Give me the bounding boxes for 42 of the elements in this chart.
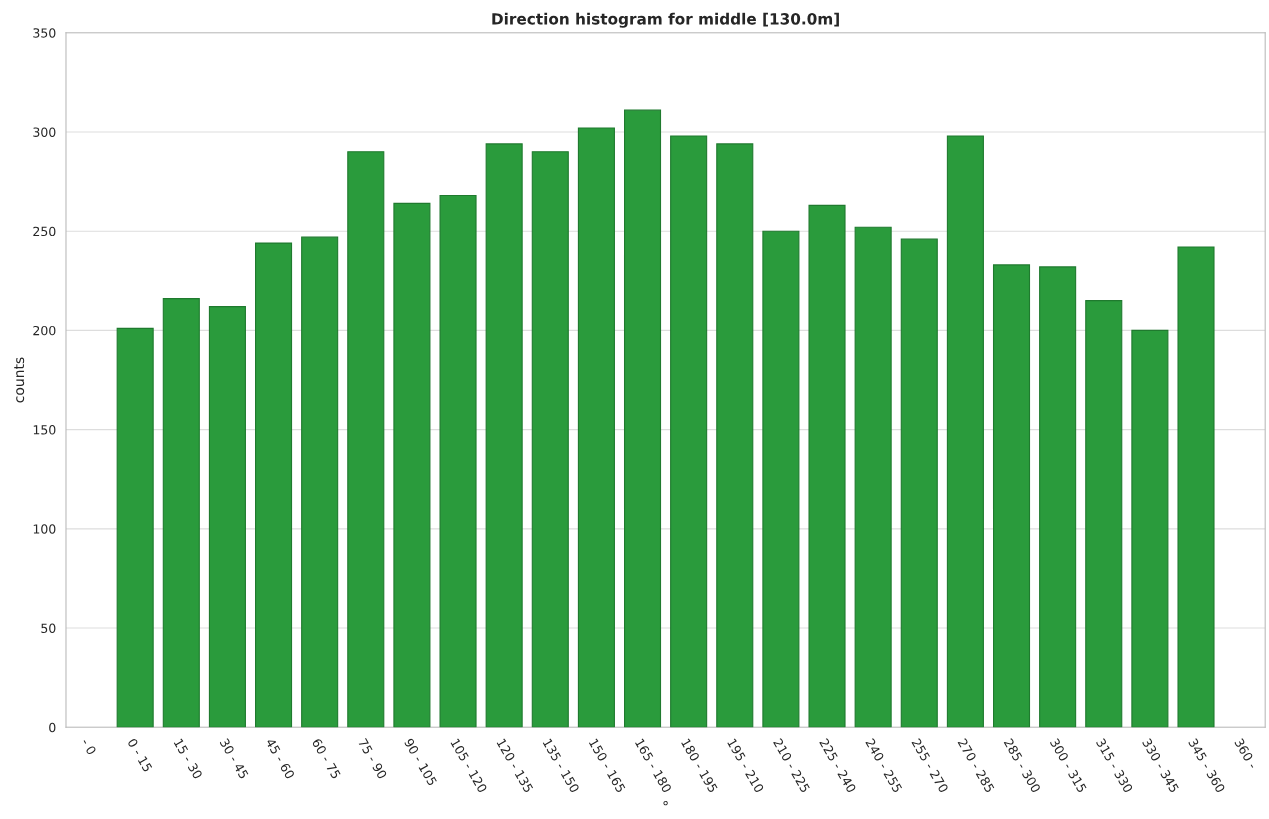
x-tick-label: 60 - 75 [311, 737, 342, 780]
bar [301, 236, 339, 728]
bar [992, 264, 1031, 728]
bar [716, 143, 754, 728]
bar [116, 327, 154, 728]
bar [623, 109, 662, 728]
x-tick-label: 15 - 30 [173, 738, 203, 780]
bar [1177, 246, 1215, 728]
y-tick-label: 300 [33, 127, 56, 137]
bar [347, 151, 385, 728]
bar [808, 204, 846, 728]
y-tick-label: 200 [33, 325, 56, 336]
y-tick-label: 150 [33, 425, 56, 435]
x-tick-label: 0 - 15 [127, 737, 153, 773]
bar [254, 242, 293, 728]
x-axis-title: ° [663, 800, 668, 806]
chart-title: Direction histogram for middle [130.0m] [492, 12, 839, 28]
bar [854, 226, 892, 728]
y-tick-label: 100 [33, 524, 56, 534]
bar [946, 135, 984, 728]
bar [900, 238, 938, 728]
x-tick-label: 45 - 60 [265, 737, 296, 780]
bar [670, 135, 708, 728]
bar [1039, 266, 1077, 728]
y-tick-label: 250 [33, 226, 56, 237]
bar [439, 194, 477, 728]
bar [1131, 329, 1169, 728]
x-tick-label: - 0 [80, 737, 97, 756]
bar [208, 306, 246, 728]
bar [393, 202, 431, 728]
bar [762, 230, 800, 728]
x-tick-label: 75 - 90 [357, 737, 388, 780]
bar [577, 127, 615, 728]
bar [485, 143, 523, 728]
y-tick-label: 0 [49, 722, 56, 733]
bar [1085, 300, 1123, 728]
x-tick-label: 30 - 45 [219, 737, 249, 780]
bar [531, 151, 569, 728]
bar [162, 298, 200, 728]
y-tick-label: 50 [41, 623, 56, 633]
y-axis-title: counts [14, 357, 25, 403]
y-tick-label: 350 [33, 28, 56, 38]
